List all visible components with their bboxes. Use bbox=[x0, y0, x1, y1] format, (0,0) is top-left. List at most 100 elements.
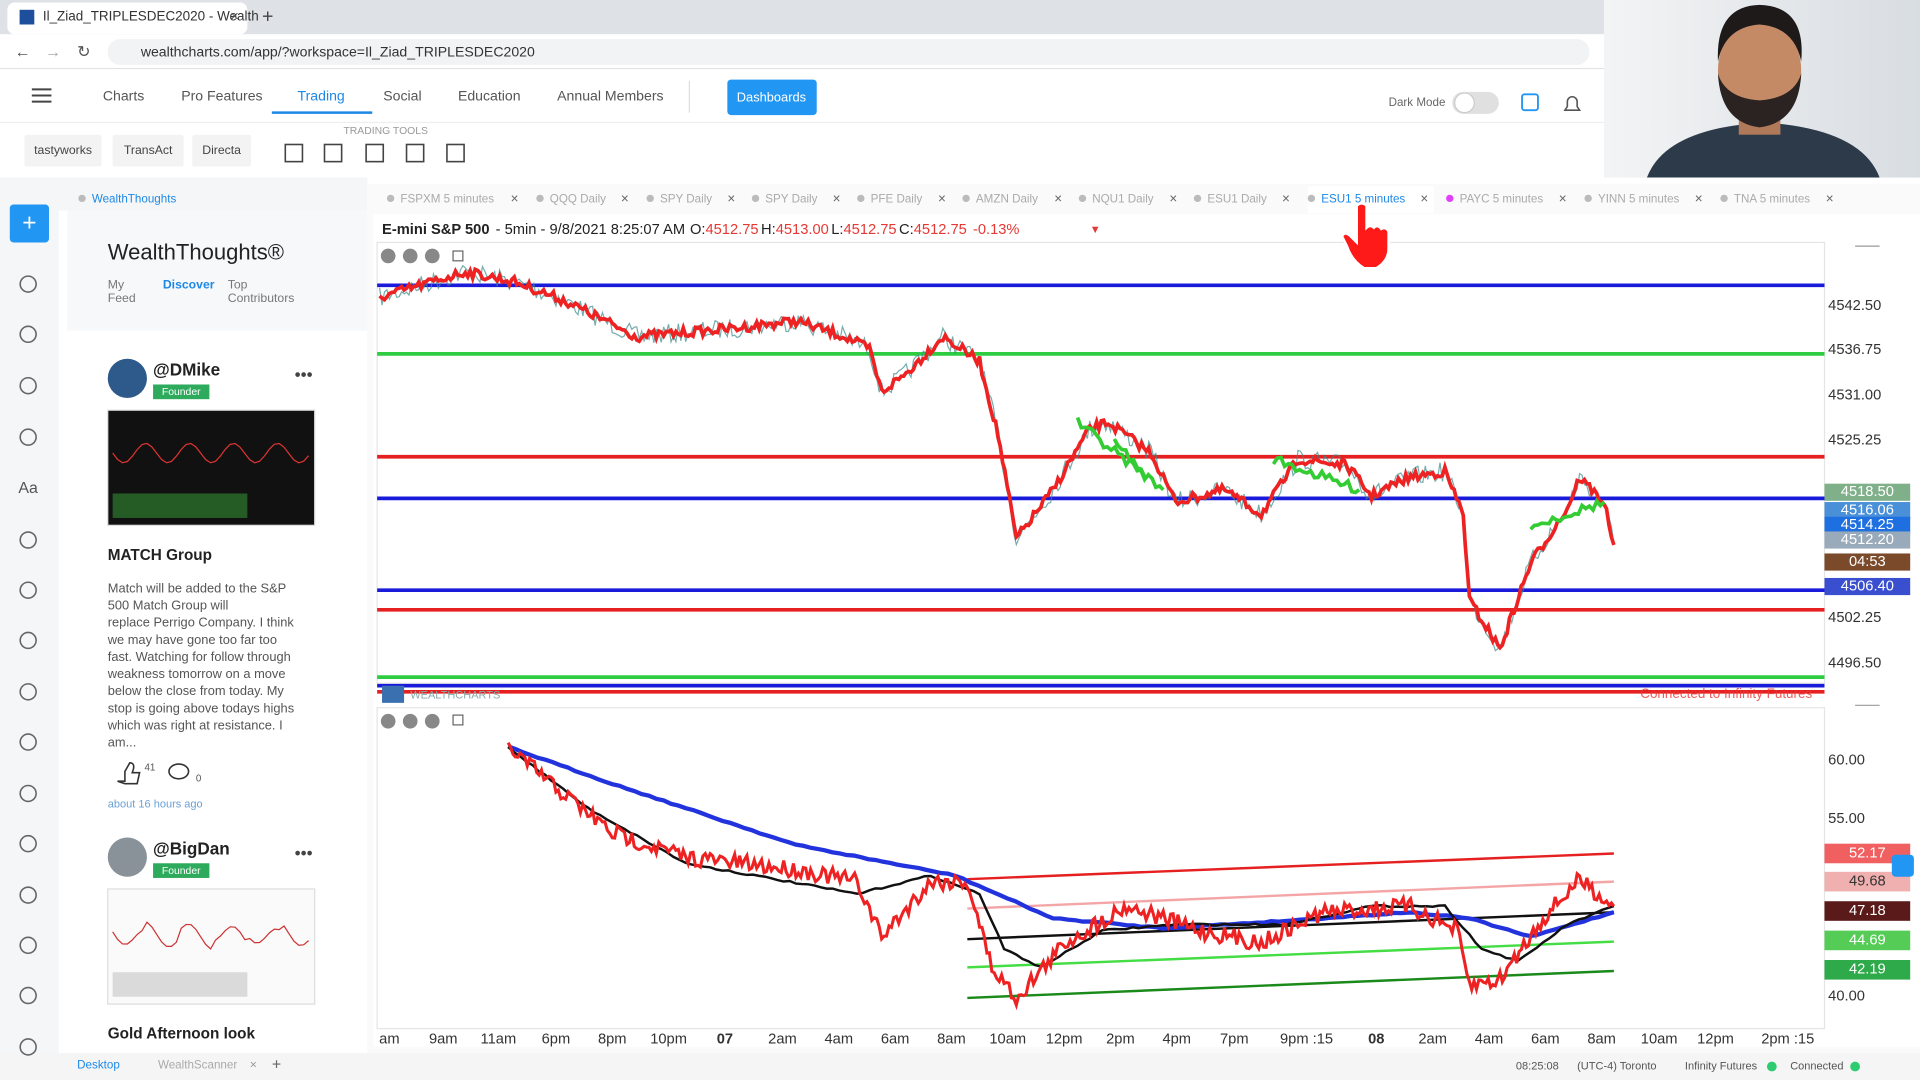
nav-item[interactable]: Charts bbox=[103, 87, 144, 103]
pane-control[interactable] bbox=[380, 713, 396, 729]
feed-filter[interactable]: Top bbox=[228, 278, 248, 292]
post-title[interactable]: MATCH Group bbox=[108, 547, 212, 564]
broker-button[interactable] bbox=[24, 134, 102, 167]
tool-icon[interactable] bbox=[323, 143, 343, 163]
tab-close[interactable]: × bbox=[1695, 191, 1703, 206]
tool-icon[interactable]: Aa bbox=[18, 480, 38, 497]
sidebar-tab[interactable]: WealthThoughts bbox=[92, 193, 177, 206]
pane-control[interactable] bbox=[424, 713, 440, 729]
tab-close[interactable]: × bbox=[1826, 191, 1834, 206]
add-button[interactable] bbox=[9, 204, 49, 243]
like-icon[interactable] bbox=[117, 762, 141, 785]
username[interactable]: @DMike bbox=[153, 360, 220, 380]
active-chart-tab[interactable] bbox=[1307, 186, 1434, 214]
chart-tab[interactable]: AMZN Daily bbox=[976, 193, 1038, 206]
comment-icon[interactable] bbox=[168, 763, 190, 780]
nav-item[interactable]: Trading bbox=[298, 87, 345, 103]
chart-tab[interactable]: TNA 5 minutes bbox=[1734, 193, 1810, 206]
post-menu[interactable]: ••• bbox=[295, 843, 313, 863]
post-menu[interactable]: ••• bbox=[295, 364, 313, 384]
pane-control[interactable] bbox=[402, 713, 418, 729]
broker-label[interactable]: tastyworks bbox=[34, 143, 92, 157]
broker-button[interactable] bbox=[192, 134, 252, 167]
feed-filter[interactable]: Contributors bbox=[228, 291, 295, 305]
chart-tab[interactable]: SPY Daily bbox=[765, 193, 817, 206]
tool-icon[interactable] bbox=[19, 428, 37, 446]
tool-icon[interactable] bbox=[19, 631, 37, 650]
pane-expand[interactable] bbox=[452, 250, 464, 262]
tab-close[interactable]: × bbox=[1054, 191, 1062, 206]
tool-icon[interactable] bbox=[19, 531, 37, 549]
tab-close[interactable]: × bbox=[511, 191, 519, 206]
chart-tab[interactable]: NQU1 Daily bbox=[1092, 193, 1154, 206]
chart-tab[interactable]: PAYC 5 minutes bbox=[1460, 193, 1544, 206]
nav-item[interactable]: Education bbox=[458, 87, 521, 103]
tool-icon[interactable] bbox=[19, 275, 37, 293]
pane-control[interactable] bbox=[402, 248, 418, 264]
footer-tab[interactable]: WealthScanner bbox=[158, 1058, 237, 1071]
footer-tab[interactable]: Desktop bbox=[77, 1058, 120, 1071]
tab-close[interactable]: × bbox=[833, 191, 841, 206]
tool-icon[interactable] bbox=[19, 936, 37, 955]
tab-close[interactable]: × bbox=[938, 191, 946, 206]
pane-control[interactable] bbox=[380, 248, 396, 264]
scroll-arrow[interactable] bbox=[1891, 854, 1914, 877]
chart-tab[interactable]: ESU1 5 minutes bbox=[1321, 193, 1405, 206]
tool-icon[interactable] bbox=[19, 683, 37, 701]
feed-filter[interactable]: Feed bbox=[108, 291, 136, 305]
tool-icon[interactable] bbox=[365, 143, 385, 163]
broker-label[interactable]: TransAct bbox=[124, 143, 173, 157]
chart-tab[interactable]: YINN 5 minutes bbox=[1598, 193, 1680, 206]
tool-icon[interactable] bbox=[19, 986, 37, 1005]
nav-item[interactable]: Annual Members bbox=[557, 87, 663, 103]
tool-icon[interactable] bbox=[19, 376, 37, 395]
chart-tab[interactable]: ESU1 Daily bbox=[1207, 193, 1267, 206]
address-bar[interactable] bbox=[107, 39, 1590, 65]
pane-expand[interactable] bbox=[452, 714, 464, 726]
post-title[interactable]: Gold Afternoon look bbox=[108, 1026, 256, 1043]
tool-icon[interactable] bbox=[19, 325, 37, 344]
broker-button[interactable] bbox=[112, 134, 184, 167]
dashboards-label[interactable]: Dashboards bbox=[737, 89, 806, 104]
browser-tab[interactable] bbox=[7, 2, 248, 35]
menu-icon[interactable] bbox=[31, 88, 52, 103]
tab-close[interactable]: × bbox=[727, 191, 735, 206]
footer-add[interactable]: + bbox=[272, 1057, 281, 1074]
tab-close[interactable]: × bbox=[1169, 191, 1177, 206]
tab-close[interactable]: × bbox=[230, 9, 239, 25]
chart-tab[interactable]: QQQ Daily bbox=[550, 193, 606, 206]
dashboards-button[interactable] bbox=[727, 79, 817, 116]
tool-icon[interactable] bbox=[284, 143, 304, 163]
browser-tab-title[interactable]: Il_Ziad_TRIPLESDEC2020 - Wealth bbox=[43, 9, 259, 24]
chart-tab[interactable]: PFE Daily bbox=[871, 193, 923, 206]
tab-close[interactable]: × bbox=[1559, 191, 1567, 206]
tool-icon[interactable] bbox=[19, 1038, 37, 1056]
tool-icon[interactable] bbox=[405, 143, 425, 163]
tool-icon[interactable] bbox=[19, 834, 37, 853]
pane-control[interactable] bbox=[424, 248, 440, 264]
broker-label[interactable]: Directa bbox=[202, 143, 241, 157]
tab-close[interactable]: × bbox=[1282, 191, 1290, 206]
new-tab[interactable]: + bbox=[262, 5, 273, 27]
username[interactable]: @BigDan bbox=[153, 838, 230, 858]
tool-icon[interactable] bbox=[19, 886, 37, 904]
tool-icon[interactable] bbox=[446, 143, 465, 163]
back-button[interactable]: ← bbox=[15, 44, 31, 61]
forward-button[interactable]: → bbox=[45, 44, 61, 61]
tool-icon[interactable] bbox=[19, 733, 37, 751]
chart-tab[interactable]: SPY Daily bbox=[660, 193, 712, 206]
tool-icon[interactable] bbox=[19, 581, 37, 599]
dropdown[interactable]: ▼ bbox=[1090, 224, 1101, 236]
bell-icon[interactable] bbox=[1563, 96, 1582, 112]
reload-button[interactable]: ↻ bbox=[77, 44, 90, 61]
tab-close[interactable]: × bbox=[1420, 191, 1428, 206]
feed-filter[interactable]: My bbox=[108, 278, 125, 292]
save-icon[interactable] bbox=[1521, 93, 1539, 112]
footer-tab-close[interactable]: × bbox=[250, 1058, 257, 1072]
chart-tab[interactable]: FSPXM 5 minutes bbox=[400, 193, 494, 206]
tab-close[interactable]: × bbox=[621, 191, 629, 206]
nav-item[interactable]: Social bbox=[383, 87, 421, 103]
tool-icon[interactable] bbox=[19, 784, 37, 803]
nav-item[interactable]: Pro Features bbox=[181, 87, 262, 103]
feed-filter[interactable]: Discover bbox=[163, 278, 215, 292]
